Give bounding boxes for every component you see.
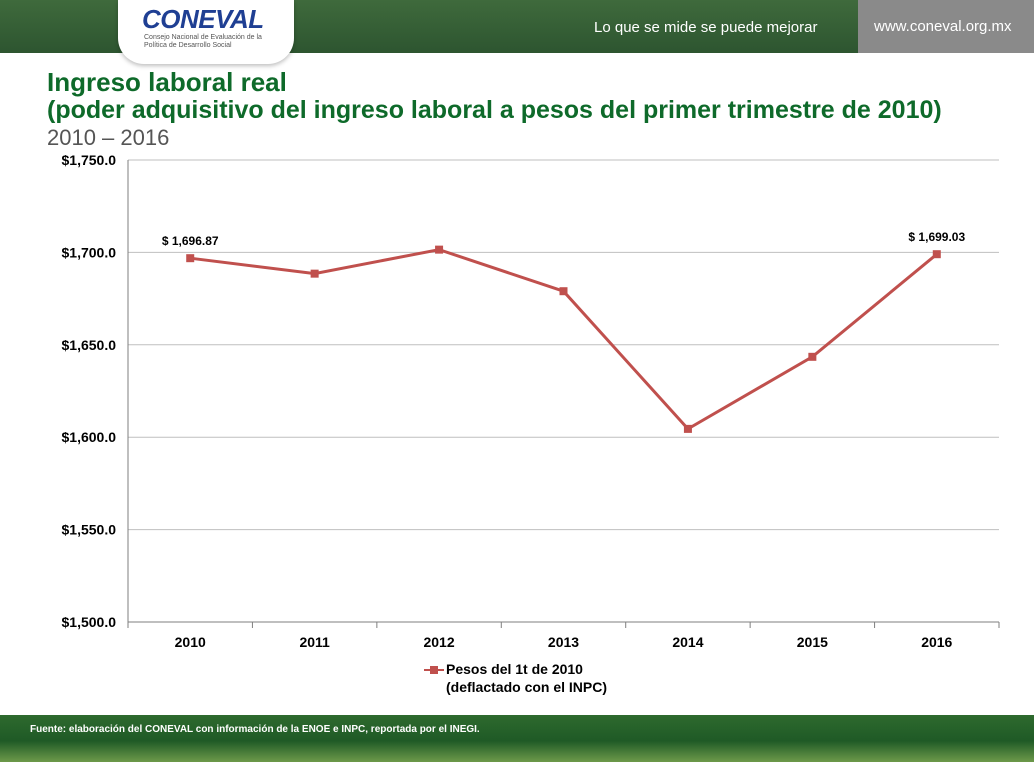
y-tick-label: $1,650.0 [62, 337, 117, 353]
chart-title: Ingreso laboral real [47, 67, 287, 97]
slogan: Lo que se mide se puede mejorar [594, 19, 818, 36]
chart-period: 2010 – 2016 [47, 125, 170, 150]
url-box: www.coneval.org.mx [858, 0, 1034, 53]
y-tick-label: $1,600.0 [62, 429, 117, 445]
x-tick-label: 2011 [299, 634, 330, 650]
data-label: $ 1,696.87 [162, 234, 219, 248]
header-bar: CONEVAL Consejo Nacional de Evaluación d… [0, 0, 1034, 64]
source-note: Fuente: elaboración del CONEVAL con info… [30, 724, 480, 735]
data-point [808, 352, 817, 361]
chart-legend: Pesos del 1t de 2010 (deflactado con el … [424, 660, 607, 696]
website-link[interactable]: www.coneval.org.mx [874, 18, 1012, 35]
x-tick-label: 2014 [672, 634, 703, 650]
x-tick-label: 2016 [921, 634, 952, 650]
logo-text: CONEVAL [142, 4, 264, 34]
legend-label: Pesos del 1t de 2010 (deflactado con el … [446, 661, 608, 695]
logo-subtitle: Consejo Nacional de Evaluación de la Pol… [144, 34, 262, 49]
chart-subtitle: (poder adquisitivo del ingreso laboral a… [47, 96, 942, 124]
data-point [186, 254, 195, 263]
legend-marker [424, 666, 444, 674]
data-point [310, 269, 319, 278]
series-line [190, 248, 938, 431]
x-tick-label: 2015 [797, 634, 828, 650]
data-point [932, 250, 941, 259]
y-tick-label: $1,700.0 [62, 244, 117, 260]
y-tick-label: $1,550.0 [62, 522, 117, 538]
data-point [559, 287, 568, 296]
footer-bar: Fuente: elaboración del CONEVAL con info… [0, 715, 1034, 762]
x-tick-label: 2012 [423, 634, 454, 650]
data-point [435, 245, 444, 254]
x-tick-label: 2013 [548, 634, 579, 650]
logo[interactable]: CONEVAL Consejo Nacional de Evaluación d… [118, 0, 294, 64]
y-tick-label: $1,750.0 [62, 152, 117, 168]
x-tick-label: 2010 [175, 634, 206, 650]
data-point [683, 424, 692, 433]
y-tick-label: $1,500.0 [62, 614, 117, 630]
data-label: $ 1,699.03 [908, 230, 965, 244]
